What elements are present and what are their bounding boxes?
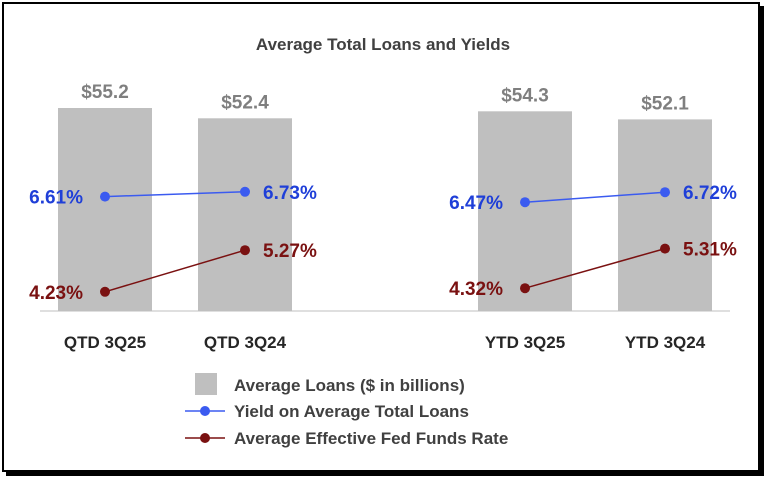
- line-value-label: 4.23%: [29, 283, 83, 304]
- legend-swatch-marker: [200, 406, 210, 416]
- bar-value-labels: $55.2 $52.4 $54.3 $52.1: [81, 82, 689, 114]
- line-value-label: 6.47%: [449, 193, 503, 214]
- line-point: [520, 283, 530, 294]
- legend: Average Loans ($ in billions) Yield on Av…: [185, 373, 508, 448]
- bar-value-label: $55.2: [81, 82, 129, 103]
- line-value-label: 5.31%: [683, 240, 737, 261]
- legend-item-line: Average Effective Fed Funds Rate: [185, 429, 508, 448]
- bar-qtd-3q24: [198, 118, 292, 311]
- line-point: [100, 191, 110, 202]
- legend-item-line: Yield on Average Total Loans: [185, 402, 469, 421]
- line-series-fed-funds: 4.23% 5.27% 4.32% 5.31%: [29, 240, 737, 304]
- legend-item-bars: Average Loans ($ in billions): [195, 373, 465, 395]
- line-segment: [104, 249, 246, 293]
- line-segment: [524, 247, 666, 289]
- line-series-yield: 6.61% 6.73% 6.47% 6.72%: [29, 183, 737, 214]
- line-point: [240, 245, 250, 256]
- legend-label-bars: Average Loans ($ in billions): [234, 376, 465, 395]
- bar-series: [58, 108, 712, 311]
- category-label: QTD 3Q24: [204, 333, 287, 352]
- bar-value-label: $54.3: [501, 85, 549, 106]
- line-segment: [524, 191, 666, 203]
- legend-swatch-marker: [200, 433, 210, 443]
- legend-label-line: Average Effective Fed Funds Rate: [234, 429, 508, 448]
- line-point: [660, 243, 670, 254]
- line-value-label: 5.27%: [263, 241, 317, 262]
- line-value-label: 6.61%: [29, 188, 83, 209]
- line-value-label: 4.32%: [449, 279, 503, 300]
- line-value-label: 6.73%: [263, 183, 317, 204]
- category-label: QTD 3Q25: [64, 333, 146, 352]
- line-value-label: 6.72%: [683, 183, 737, 204]
- bar-ytd-3q24: [618, 119, 712, 311]
- category-label: YTD 3Q24: [625, 333, 706, 352]
- line-point: [660, 187, 670, 198]
- legend-swatch-bars: [195, 373, 217, 395]
- line-segment: [104, 191, 246, 198]
- line-point: [100, 286, 110, 297]
- line-point: [520, 197, 530, 208]
- line-series: 6.61% 6.73% 6.47% 6.72% 4.23% 5.27% 4.32% 5.31%: [29, 183, 737, 304]
- legend-label-line: Yield on Average Total Loans: [234, 402, 469, 421]
- bar-qtd-3q25: [58, 108, 152, 311]
- chart-title: Average Total Loans and Yields: [256, 35, 510, 54]
- bar-value-label: $52.4: [221, 92, 269, 113]
- category-label: YTD 3Q25: [485, 333, 565, 352]
- bar-value-label: $52.1: [641, 93, 689, 114]
- bar-ytd-3q25: [478, 111, 572, 311]
- category-labels: QTD 3Q25 QTD 3Q24 YTD 3Q25 YTD 3Q24: [64, 333, 706, 352]
- line-point: [240, 186, 250, 197]
